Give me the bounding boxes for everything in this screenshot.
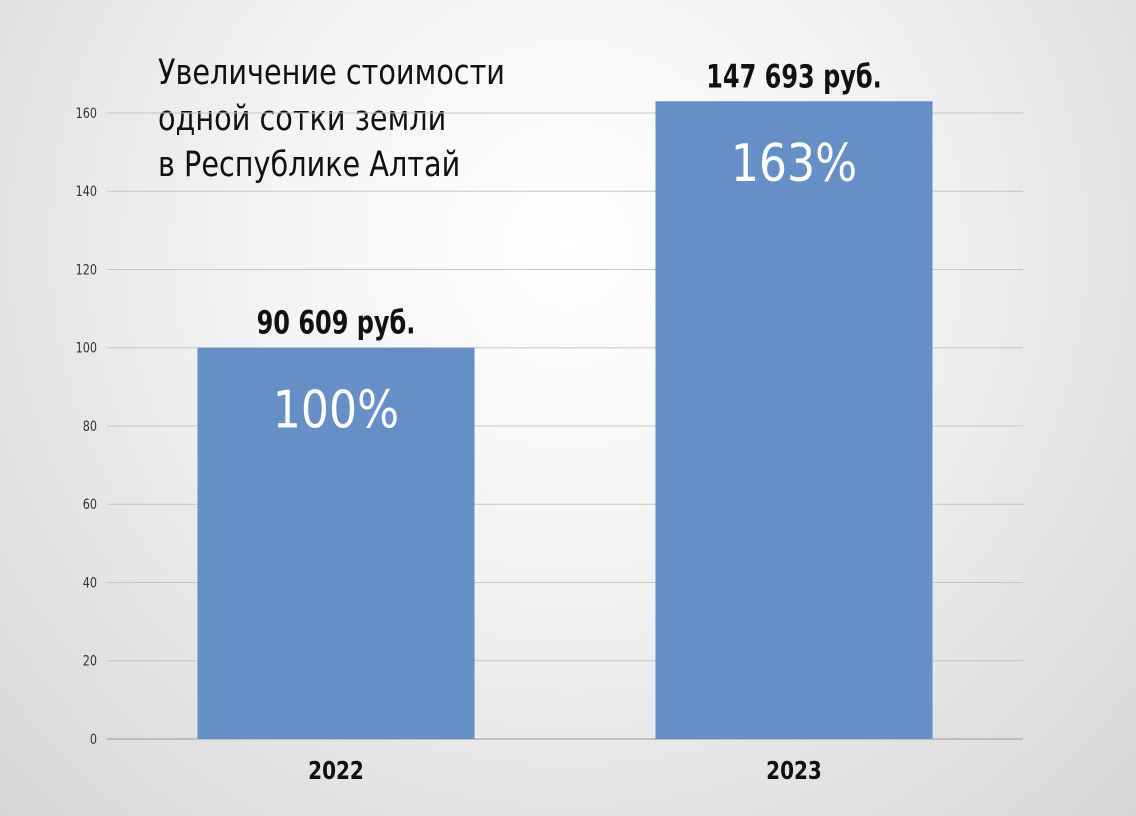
y-tick-label-120: 120: [76, 261, 97, 278]
bar-2023: [655, 101, 933, 739]
bar-value-label-2022: 100%: [273, 380, 399, 440]
bar-top-label-2022: 90 609 руб.: [257, 304, 416, 341]
y-tick-label-160: 160: [76, 105, 97, 122]
bar-value-label-2023: 163%: [731, 134, 857, 194]
chart-title-line-3: в Республике Алтай: [158, 145, 461, 185]
chart-title-line-2: одной сотки земли: [158, 99, 447, 139]
bar-top-label-2023: 147 693 руб.: [706, 58, 881, 95]
y-tick-label-80: 80: [83, 418, 97, 435]
x-tick-label-2023: 2023: [766, 757, 822, 786]
bar-2022: [197, 347, 475, 739]
x-tick-label-2022: 2022: [308, 757, 364, 786]
chart-title: Увеличение стоимости одной сотки земли в…: [158, 50, 505, 188]
y-tick-label-140: 140: [76, 183, 97, 200]
chart-title-line-1: Увеличение стоимости: [158, 53, 505, 93]
y-tick-label-60: 60: [83, 496, 97, 513]
y-tick-label-40: 40: [83, 574, 97, 591]
y-tick-label-100: 100: [76, 339, 97, 356]
y-tick-label-0: 0: [90, 731, 97, 748]
y-tick-label-20: 20: [83, 652, 97, 669]
